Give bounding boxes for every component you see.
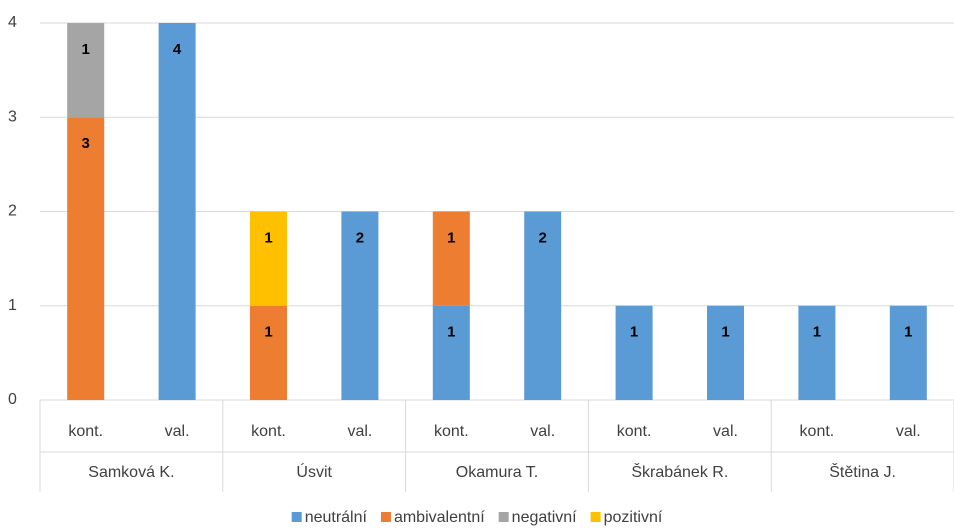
bar-segment	[432, 305, 470, 400]
x-tick-label: val.	[347, 423, 372, 440]
data-label: 2	[539, 229, 547, 246]
data-label: 1	[264, 324, 272, 341]
bar-segment	[158, 23, 196, 400]
x-tick-label: kont.	[617, 423, 652, 440]
bar-segment	[432, 211, 470, 306]
bar-segment	[250, 305, 287, 400]
y-tick-label: 4	[8, 14, 17, 31]
legend-label: neutrální	[305, 509, 368, 526]
group-label: Štětina J.	[829, 462, 896, 481]
x-tick-label: kont.	[800, 423, 835, 440]
legend-swatch	[590, 512, 601, 522]
bar-segment	[798, 305, 836, 400]
data-label: 1	[630, 324, 638, 341]
group-label: Samková K.	[88, 464, 174, 481]
data-label: 1	[904, 324, 912, 341]
legend-label: pozitivní	[604, 509, 663, 526]
bar-segment	[250, 211, 287, 306]
bar-segment	[707, 305, 744, 400]
data-label: 1	[264, 229, 272, 246]
y-tick-label: 2	[8, 203, 17, 220]
group-label: Okamura T.	[456, 464, 538, 481]
legend-label: negativní	[512, 509, 577, 526]
legend-swatch	[380, 512, 391, 522]
x-tick-label: kont.	[251, 423, 286, 440]
group-label: Úsvit	[296, 462, 332, 481]
x-tick-label: val.	[165, 423, 190, 440]
bar-segment	[67, 117, 105, 400]
data-label: 1	[82, 41, 90, 58]
legend-swatch	[498, 512, 509, 522]
data-label: 4	[173, 41, 182, 58]
y-tick-label: 3	[8, 108, 17, 125]
bar-segment	[341, 211, 379, 400]
y-tick-label: 0	[8, 391, 17, 408]
bar-segment	[615, 305, 653, 400]
group-label: Škrabánek R.	[631, 462, 728, 481]
x-tick-label: val.	[713, 423, 738, 440]
x-tick-label: kont.	[434, 423, 469, 440]
data-label: 1	[813, 324, 821, 341]
y-tick-label: 1	[8, 297, 17, 314]
data-label: 3	[82, 135, 90, 152]
x-tick-label: val.	[530, 423, 555, 440]
bar-segment	[524, 211, 562, 400]
legend-label: ambivalentní	[394, 509, 485, 526]
x-tick-label: kont.	[68, 423, 103, 440]
x-tick-label: val.	[896, 423, 921, 440]
data-label: 1	[447, 324, 455, 341]
data-label: 1	[721, 324, 729, 341]
legend-swatch	[291, 512, 302, 522]
data-label: 1	[447, 229, 455, 246]
bar-segment	[889, 305, 927, 400]
legend: neutrální ambivalentní negativní pozitivní	[291, 509, 663, 526]
data-label: 2	[356, 229, 364, 246]
bar-segment	[67, 23, 105, 118]
